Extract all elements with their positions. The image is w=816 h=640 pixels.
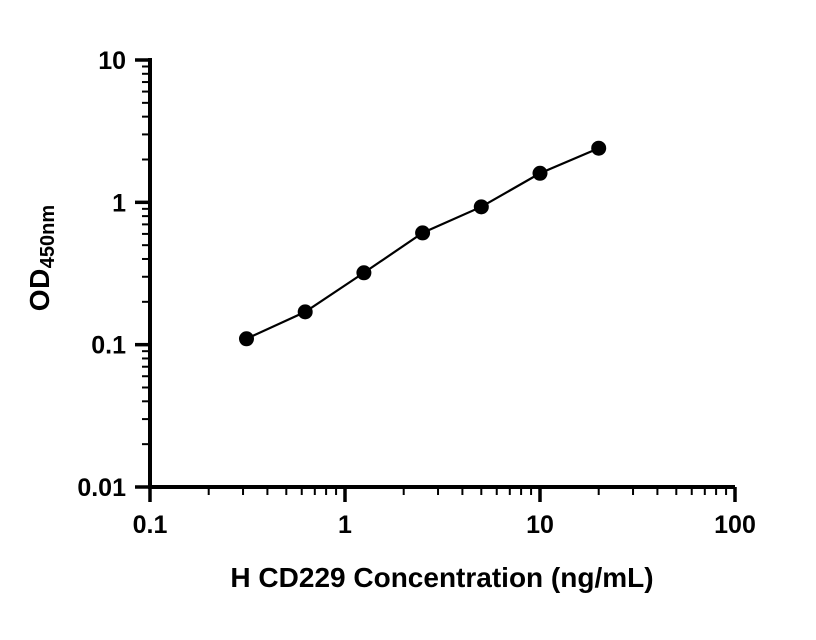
data-point [238,331,254,347]
x-tick-label: 1 [338,511,352,539]
x-tick-label: 10 [526,511,554,539]
y-tick-label: 10 [98,47,126,75]
y-axis-label-main: OD [24,268,55,312]
x-tick-label: 100 [714,511,756,539]
x-tick-label: 0.1 [133,511,168,539]
y-tick-label: 0.01 [77,474,126,502]
y-tick-label: 1 [112,189,126,217]
data-point [415,225,431,241]
axis-spines [148,58,735,489]
y-tick-label: 0.1 [91,332,126,360]
data-point [297,304,313,320]
x-axis-label: H CD229 Concentration (ng/mL) [230,562,654,593]
data-point [473,199,489,215]
y-axis-label: OD450nm [24,205,60,311]
y-axis-label-subscript: 450nm [37,204,59,269]
data-point [591,140,607,156]
data-point [532,165,548,181]
data-point [356,265,372,281]
